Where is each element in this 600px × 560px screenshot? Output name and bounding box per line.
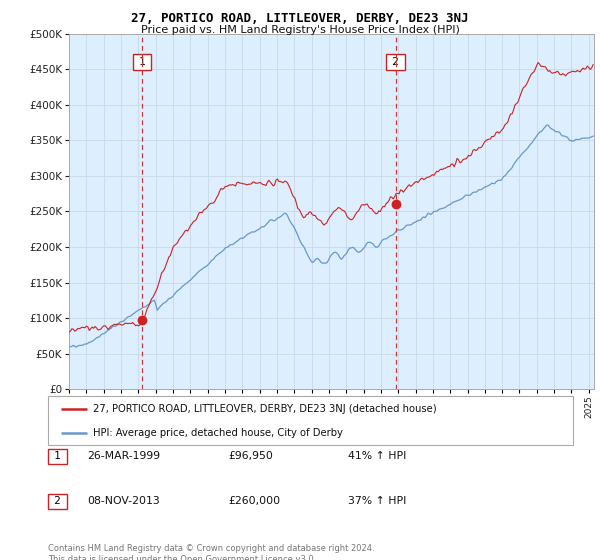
Text: 41% ↑ HPI: 41% ↑ HPI	[348, 451, 406, 461]
Text: £96,950: £96,950	[228, 451, 273, 461]
Text: 26-MAR-1999: 26-MAR-1999	[87, 451, 160, 461]
FancyBboxPatch shape	[48, 396, 573, 445]
Text: 27, PORTICO ROAD, LITTLEOVER, DERBY, DE23 3NJ: 27, PORTICO ROAD, LITTLEOVER, DERBY, DE2…	[131, 12, 469, 25]
Text: Contains HM Land Registry data © Crown copyright and database right 2024.
This d: Contains HM Land Registry data © Crown c…	[48, 544, 374, 560]
Text: 37% ↑ HPI: 37% ↑ HPI	[348, 496, 406, 506]
Text: HPI: Average price, detached house, City of Derby: HPI: Average price, detached house, City…	[92, 428, 343, 438]
Text: 2: 2	[51, 496, 64, 506]
Text: 2: 2	[389, 57, 402, 67]
Text: 1: 1	[136, 57, 149, 67]
Point	[391, 200, 400, 209]
Text: 1: 1	[51, 451, 64, 461]
Point	[137, 316, 147, 325]
Text: 27, PORTICO ROAD, LITTLEOVER, DERBY, DE23 3NJ (detached house): 27, PORTICO ROAD, LITTLEOVER, DERBY, DE2…	[92, 404, 436, 414]
Text: Price paid vs. HM Land Registry's House Price Index (HPI): Price paid vs. HM Land Registry's House …	[140, 25, 460, 35]
Text: £260,000: £260,000	[228, 496, 280, 506]
Text: 08-NOV-2013: 08-NOV-2013	[87, 496, 160, 506]
